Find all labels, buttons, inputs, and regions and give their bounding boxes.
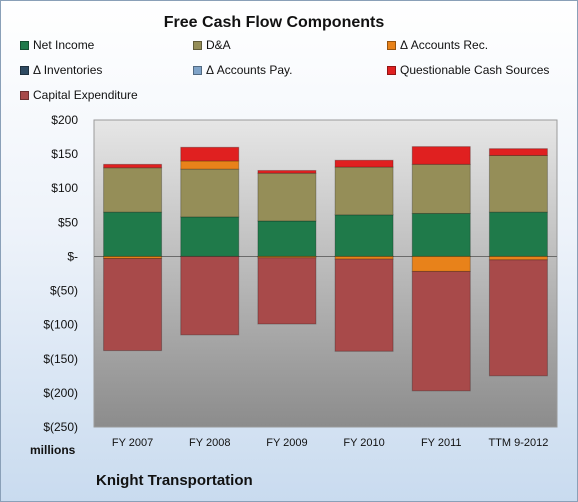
bar-net-income-fy-2007 — [103, 211, 163, 257]
x-tick-label: FY 2008 — [189, 437, 230, 449]
bar-questionable-cash-sources-fy-2008 — [180, 146, 240, 162]
bar-d-a-fy-2007 — [103, 167, 163, 213]
x-tick-label: FY 2010 — [343, 437, 384, 449]
y-tick-label: $100 — [51, 181, 78, 195]
legend-label: Δ Accounts Rec. — [400, 38, 489, 52]
x-tick-label: FY 2007 — [112, 437, 153, 449]
bar-d-a-ttm-9-2012 — [488, 154, 548, 213]
bar-d-a-fy-2011 — [411, 163, 471, 214]
x-tick-label: FY 2011 — [421, 437, 462, 449]
bar-questionable-cash-sources-fy-2010 — [334, 159, 394, 168]
bar-net-income-fy-2008 — [180, 216, 240, 257]
bar-net-income-fy-2009 — [257, 220, 317, 257]
legend-item-delta-inventories: Δ Inventories — [20, 63, 102, 77]
bar-capital-expenditure-ttm-9-2012 — [488, 259, 548, 377]
legend-swatch — [20, 90, 29, 100]
legend-swatch — [387, 40, 396, 50]
legend-swatch — [20, 40, 29, 50]
bar-delta-accounts-rec-fy-2008 — [180, 160, 240, 170]
legend-swatch — [20, 65, 29, 75]
bar-capital-expenditure-fy-2011 — [411, 270, 471, 392]
legend-label: D&A — [206, 38, 231, 52]
legend-swatch — [387, 65, 396, 75]
bar-capital-expenditure-fy-2008 — [180, 255, 240, 336]
bar-delta-accounts-rec-ttm-9-2012 — [488, 255, 548, 261]
y-tick-label: $- — [67, 249, 78, 263]
y-tick-label: $50 — [58, 215, 78, 229]
y-tick-label: $(100) — [43, 318, 78, 332]
x-tick-label: FY 2009 — [266, 437, 307, 449]
y-tick-label: $(250) — [43, 420, 78, 434]
x-tick-label: TTM 9-2012 — [488, 437, 548, 449]
y-tick-label: $(50) — [50, 284, 78, 298]
units-label: millions — [30, 443, 76, 457]
legend-label: Capital Expenditure — [33, 88, 138, 102]
bar-capital-expenditure-fy-2009 — [257, 257, 317, 325]
bar-d-a-fy-2010 — [334, 166, 394, 216]
bar-d-a-fy-2009 — [257, 172, 317, 222]
bar-questionable-cash-sources-fy-2009 — [257, 169, 317, 174]
legend-item-net-income: Net Income — [20, 38, 94, 52]
bar-net-income-fy-2011 — [411, 212, 471, 257]
legend-swatch — [193, 65, 202, 75]
bar-capital-expenditure-fy-2007 — [103, 257, 163, 352]
y-tick-label: $(200) — [43, 386, 78, 400]
legend-swatch — [193, 40, 202, 50]
legend-item-delta-accounts-rec: Δ Accounts Rec. — [387, 38, 488, 52]
y-tick-label: $200 — [51, 113, 78, 127]
legend-item-capital-expenditure: Capital Expenditure — [20, 88, 138, 102]
y-tick-label: $(150) — [43, 352, 78, 366]
legend-label: Δ Accounts Pay. — [206, 63, 293, 77]
legend-item-d-a: D&A — [193, 38, 231, 52]
bar-questionable-cash-sources-ttm-9-2012 — [488, 148, 548, 156]
plot-background — [93, 119, 558, 428]
bar-capital-expenditure-fy-2010 — [334, 258, 394, 352]
bar-d-a-fy-2008 — [180, 168, 240, 218]
legend-label: Δ Inventories — [33, 63, 103, 77]
bar-questionable-cash-sources-fy-2007 — [103, 163, 163, 169]
legend-label: Questionable Cash Sources — [400, 63, 550, 77]
bar-net-income-fy-2010 — [334, 214, 394, 257]
bar-delta-accounts-rec-fy-2011 — [411, 255, 471, 272]
chart-title: Free Cash Flow Components — [163, 14, 385, 31]
y-tick-label: $150 — [51, 147, 78, 161]
legend-item-questionable-cash-sources: Questionable Cash Sources — [387, 63, 549, 77]
bar-questionable-cash-sources-fy-2011 — [411, 146, 471, 165]
company-name: Knight Transportation — [96, 472, 253, 489]
bar-net-income-ttm-9-2012 — [488, 211, 548, 257]
legend-item-delta-accounts-pay: Δ Accounts Pay. — [193, 63, 293, 77]
legend-label: Net Income — [33, 38, 95, 52]
